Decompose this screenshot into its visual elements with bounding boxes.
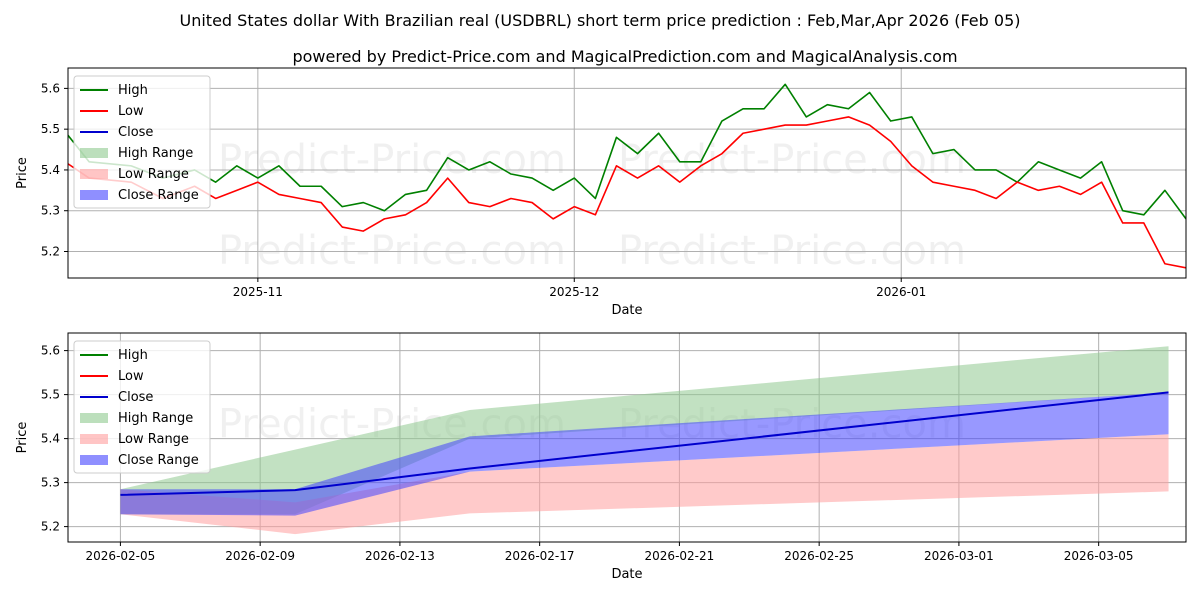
legend-patch-swatch	[80, 413, 108, 423]
legend-label: Close Range	[118, 188, 199, 203]
high-line	[68, 83, 1186, 220]
legend-label: Low	[118, 104, 144, 119]
plot-frame	[67, 332, 1187, 543]
y-tick-label: 5.6	[41, 344, 60, 358]
close-range-band	[1186, 127, 1200, 241]
forecast-panel: Predict-Price.comPredict-Price.com2026-0…	[15, 332, 1187, 582]
y-tick-label: 5.5	[41, 122, 60, 136]
y-tick-label: 5.3	[41, 204, 60, 218]
x-axis-label: Date	[611, 303, 642, 318]
x-tick-label: 2026-02-17	[505, 549, 575, 563]
x-tick-label: 2026-02-09	[225, 549, 295, 563]
legend-label: Low Range	[118, 432, 189, 447]
plot-area	[120, 346, 1169, 535]
plot-area	[68, 83, 1200, 269]
legend-patch-swatch	[80, 455, 108, 465]
legend-label: Low Range	[118, 167, 189, 182]
legend-label: High	[118, 83, 148, 98]
low-line	[68, 116, 1186, 269]
legend-patch-swatch	[80, 169, 108, 179]
y-axis-label: Price	[15, 422, 30, 454]
low-range-band	[120, 434, 1169, 535]
close-line	[120, 391, 1169, 496]
x-tick-label: 2026-02-21	[645, 549, 715, 563]
x-tick-label: 2025-11	[233, 285, 283, 299]
chart-subtitle: powered by Predict-Price.com and Magical…	[292, 47, 957, 66]
legend: High Low Close High Range Low Range Close Ran…	[73, 75, 211, 209]
low-range-band	[1186, 166, 1200, 259]
legend-label: Close	[118, 125, 153, 140]
y-tick-label: 5.4	[41, 163, 60, 177]
x-tick-label: 2026-02-05	[86, 549, 156, 563]
legend-label: High	[118, 348, 148, 363]
y-axis-label: Price	[15, 157, 30, 189]
y-tick-label: 5.2	[41, 520, 60, 534]
watermark-text: Predict-Price.com	[218, 137, 566, 183]
y-tick-label: 5.5	[41, 388, 60, 402]
legend: High Low Close High Range Low Range Close Ran…	[73, 340, 211, 474]
x-tick-label: 2026-03-05	[1064, 549, 1134, 563]
high-range-band	[1186, 84, 1200, 240]
x-tick-label: 2025-12	[549, 285, 599, 299]
legend-patch-swatch	[80, 190, 108, 200]
plot-frame	[67, 67, 1187, 279]
legend-label: Close Range	[118, 453, 199, 468]
y-tick-label: 5.4	[41, 432, 60, 446]
legend-label: High Range	[118, 146, 193, 161]
legend-label: High Range	[118, 411, 193, 426]
legend-label: Low	[118, 369, 144, 384]
close-range-band	[120, 392, 1169, 516]
x-tick-label: 2026-02-25	[784, 549, 854, 563]
legend-patch-swatch	[80, 434, 108, 444]
legend-patch-swatch	[80, 148, 108, 158]
close-line	[1185, 221, 1186, 223]
y-tick-label: 5.2	[41, 244, 60, 258]
legend-label: Close	[118, 390, 153, 405]
history-panel: Predict-Price.com Predict-Price.comPredic…	[15, 67, 1200, 318]
x-tick-label: 2026-02-13	[365, 549, 435, 563]
y-tick-label: 5.6	[41, 81, 60, 95]
chart-title: United States dollar With Brazilian real…	[180, 11, 1021, 30]
x-tick-label: 2026-03-01	[924, 549, 994, 563]
x-tick-label: 2026-01	[876, 285, 926, 299]
y-tick-label: 5.3	[41, 476, 60, 490]
watermark-text: Predict-Price.com	[618, 137, 966, 183]
x-axis-label: Date	[611, 567, 642, 582]
